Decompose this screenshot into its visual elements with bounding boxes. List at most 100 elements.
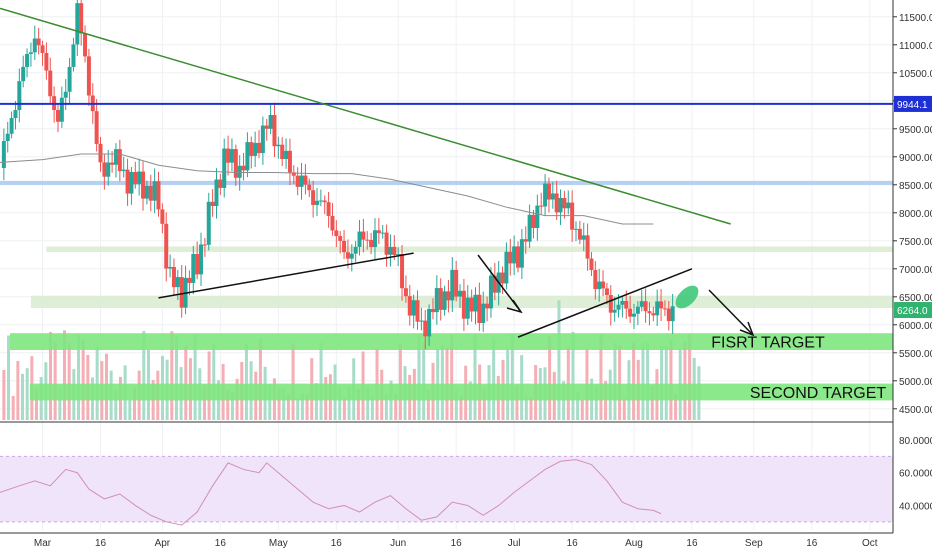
candle-body [241,165,246,171]
volume-bar [417,335,421,420]
candle-body [430,308,435,313]
volume-bar [268,384,272,420]
volume-bar [492,337,496,420]
trend-line-support-2 [517,268,693,338]
candle-body [643,301,648,312]
candle-body [129,171,134,194]
candle-body [384,232,389,255]
volume-bar [557,300,561,420]
price-tick-label: 8000.00 [899,209,932,220]
time-tick-label: 16 [215,538,227,549]
candle-body [160,209,165,224]
candle-body [473,294,478,312]
candle-body [523,239,528,242]
candle-body [268,115,273,129]
marker-ellipse [675,285,699,309]
volume-bar [674,394,678,420]
candle-body [44,53,49,71]
volume-bar [384,393,388,420]
volume-bar [174,335,178,420]
candle-body [214,179,219,206]
candle-body [566,202,571,209]
volume-bar [398,343,402,420]
candle-body [593,269,598,290]
candle-body [608,295,613,313]
candle-body [616,304,621,310]
volume-bar [142,331,146,420]
candle-body [245,142,250,171]
candle-body [411,300,416,316]
candle-body [492,275,497,293]
arrow-head [506,299,523,314]
candle-body [543,183,548,207]
volume-bar [49,331,53,420]
volume-bar [548,335,552,420]
trend-line-support-1 [158,252,414,299]
volume-bar [566,346,570,420]
candle-body [9,118,14,134]
price-tick-label: 11500.00 [899,13,932,24]
candle-body [264,125,269,129]
candle-body [179,277,184,308]
candle-body [438,288,443,310]
candle-body [40,45,45,54]
candle-body [597,281,602,290]
volume-bar [300,393,304,420]
candle-body [260,125,265,154]
volume-bar [580,399,584,420]
candle-body [624,300,629,309]
candle-body [276,144,281,147]
candle-body [620,300,625,305]
candle-body [117,149,122,172]
volume-bar [319,342,323,420]
volume-bar [394,393,398,420]
candle-body [164,223,169,269]
candle-body [55,110,60,122]
time-tick-label: 16 [95,538,107,549]
volume-bar [426,390,430,420]
candle-body [338,236,343,241]
target-label: FISRT TARGET [711,335,825,352]
candle-body [554,193,559,213]
volume-bar [95,346,99,420]
candle-body [345,252,350,259]
candle-body [98,143,103,163]
volume-bar [296,398,300,420]
time-tick-label: Jul [508,538,521,549]
candle-body [647,311,652,314]
volume-bar [473,334,477,420]
volume-bar [305,394,309,420]
volume-bar [291,343,295,420]
volume-bar [454,389,458,420]
volume-bar [422,342,426,420]
volume-bar [664,346,668,420]
candle-body [36,38,41,46]
volume-bar [132,388,136,420]
support-zone [0,180,893,185]
candle-body [187,277,192,283]
volume-bar [632,342,636,420]
volume-bar [618,345,622,420]
rsi-tick-label: 80.0000 [899,436,932,447]
volume-bar [529,397,533,420]
candle-body [206,201,211,245]
volume-bar [459,396,463,420]
candle-body [574,228,579,230]
candle-body [361,231,366,240]
candle-body [303,175,308,185]
time-tick-label: 16 [567,538,579,549]
time-tick-label: 16 [806,538,818,549]
rsi-tick-label: 40.0000 [899,501,932,512]
candle-body [531,214,536,228]
candle-body [86,56,91,96]
volume-bar [562,381,566,420]
candle-body [407,296,412,316]
rsi-tick-label: 60.0000 [899,469,932,480]
candle-body [469,297,474,312]
volume-bar [599,334,603,420]
trend-line-downtrend [0,7,731,225]
candle-body [253,142,258,156]
candle-body [13,110,18,119]
